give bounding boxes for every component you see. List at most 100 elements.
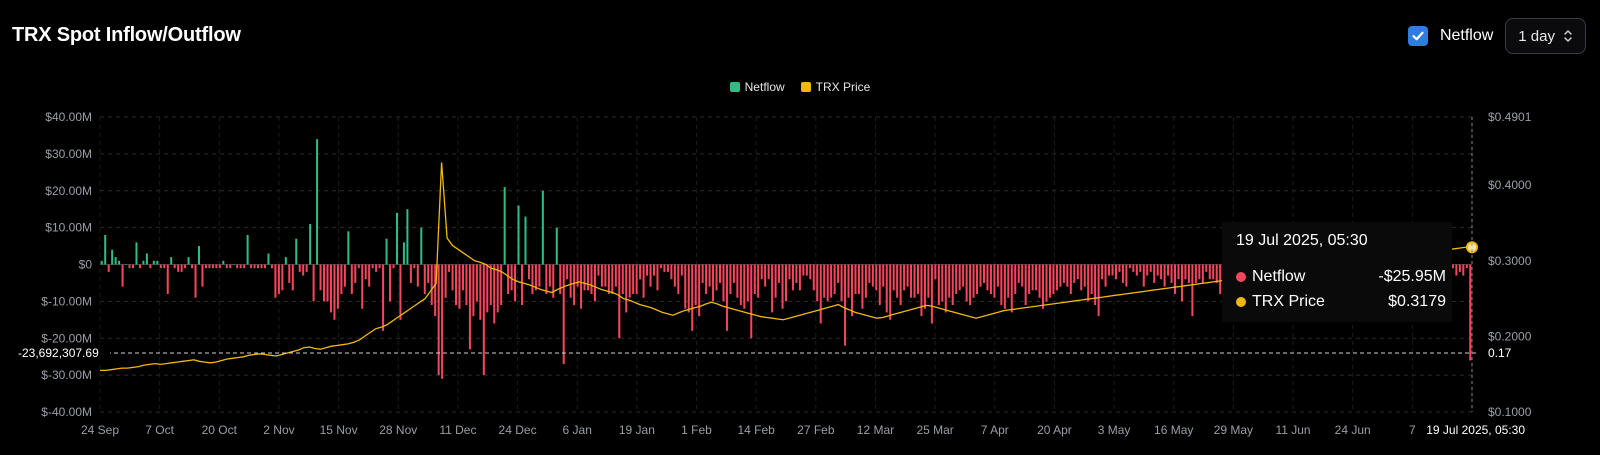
netflow-bar bbox=[969, 264, 972, 306]
netflow-bar bbox=[986, 264, 989, 291]
netflow-bar bbox=[802, 264, 805, 276]
netflow-bar bbox=[878, 264, 881, 306]
netflow-bar bbox=[593, 264, 596, 302]
netflow-bar bbox=[875, 264, 878, 291]
legend-item-price[interactable]: TRX Price bbox=[800, 80, 870, 94]
netflow-bar bbox=[1149, 264, 1152, 272]
netflow-bar bbox=[646, 264, 649, 276]
netflow-bar bbox=[944, 264, 947, 313]
netflow-bar bbox=[441, 264, 444, 379]
netflow-bar bbox=[698, 264, 701, 317]
interval-select[interactable]: 1 day bbox=[1505, 18, 1586, 54]
netflow-bar bbox=[1128, 264, 1131, 269]
tooltip-netflow-dot bbox=[1236, 272, 1246, 282]
netflow-bar bbox=[437, 264, 440, 376]
x-tick-label: 25 Mar bbox=[916, 423, 953, 437]
netflow-bar bbox=[743, 264, 746, 309]
netflow-bar bbox=[1031, 264, 1034, 291]
netflow-checkbox[interactable] bbox=[1407, 26, 1428, 46]
netflow-bar bbox=[361, 264, 364, 309]
netflow-bar bbox=[385, 238, 388, 265]
netflow-bar bbox=[889, 264, 892, 320]
netflow-bar bbox=[298, 264, 301, 272]
netflow-bar bbox=[416, 264, 419, 287]
netflow-bar bbox=[114, 257, 117, 265]
netflow-bar bbox=[628, 264, 631, 298]
netflow-bar bbox=[302, 264, 305, 276]
x-tick-label: 20 Oct bbox=[202, 423, 238, 437]
netflow-bar bbox=[371, 264, 374, 269]
netflow-bar bbox=[211, 264, 214, 269]
netflow-bar bbox=[916, 264, 919, 294]
netflow-bar bbox=[937, 264, 940, 306]
netflow-bar bbox=[656, 264, 659, 291]
netflow-bar bbox=[576, 264, 579, 287]
netflow-bar bbox=[597, 264, 600, 276]
netflow-bar bbox=[701, 264, 704, 283]
netflow-bar bbox=[548, 264, 551, 287]
netflow-bar bbox=[538, 264, 541, 287]
netflow-bar bbox=[277, 264, 280, 294]
netflow-bar bbox=[857, 264, 860, 294]
y-left-tick-label: $0 bbox=[79, 258, 93, 272]
netflow-bar bbox=[663, 264, 666, 272]
netflow-bar bbox=[423, 264, 426, 294]
x-tick-label: 24 Dec bbox=[499, 423, 537, 437]
netflow-bar bbox=[805, 264, 808, 276]
netflow-bar bbox=[135, 242, 138, 265]
netflow-bar bbox=[715, 264, 718, 291]
netflow-bar bbox=[1451, 264, 1454, 269]
netflow-bar bbox=[527, 264, 530, 280]
netflow-bar bbox=[201, 264, 204, 287]
netflow-bar bbox=[1066, 264, 1069, 287]
netflow-bar bbox=[920, 264, 923, 317]
netflow-bar bbox=[128, 264, 131, 269]
netflow-bar bbox=[892, 264, 895, 291]
netflow-bar bbox=[705, 264, 708, 294]
netflow-bar bbox=[232, 264, 235, 266]
netflow-bar bbox=[1111, 264, 1114, 276]
netflow-bar bbox=[1167, 264, 1170, 276]
netflow-toggle-label[interactable]: Netflow bbox=[1439, 27, 1494, 44]
netflow-bar bbox=[746, 264, 749, 302]
netflow-bar bbox=[402, 242, 405, 265]
netflow-bar bbox=[468, 264, 471, 350]
netflow-bar bbox=[1125, 264, 1128, 287]
netflow-bar bbox=[712, 264, 715, 302]
netflow-bar bbox=[962, 264, 965, 287]
legend-item-netflow[interactable]: Netflow bbox=[729, 80, 785, 94]
chevron-up-down-icon bbox=[1564, 30, 1572, 42]
netflow-bar bbox=[823, 264, 826, 298]
netflow-bar bbox=[833, 264, 836, 294]
netflow-bar bbox=[982, 264, 985, 283]
netflow-bar bbox=[125, 264, 128, 266]
netflow-bar bbox=[913, 264, 916, 298]
netflow-bar bbox=[194, 264, 197, 298]
netflow-bar bbox=[1090, 264, 1093, 294]
netflow-bar bbox=[1146, 264, 1149, 276]
netflow-bar bbox=[673, 264, 676, 287]
legend-swatch-netflow bbox=[729, 82, 740, 92]
netflow-bar bbox=[774, 264, 777, 298]
netflow-bar bbox=[722, 264, 725, 302]
x-tick-label: 7 Apr bbox=[981, 423, 1009, 437]
netflow-bar bbox=[718, 264, 722, 283]
netflow-bar bbox=[1139, 264, 1142, 272]
netflow-bar bbox=[486, 264, 489, 313]
y-left-tick-label: $10.00M bbox=[45, 221, 92, 235]
x-tick-label: 7 Oct bbox=[145, 423, 174, 437]
netflow-bar bbox=[284, 257, 287, 265]
netflow-bar bbox=[270, 264, 273, 269]
netflow-bar bbox=[170, 257, 173, 265]
netflow-bar bbox=[243, 264, 246, 269]
netflow-bar bbox=[1142, 264, 1145, 287]
netflow-bar bbox=[1455, 264, 1458, 276]
netflow-bar bbox=[521, 264, 524, 306]
netflow-bar bbox=[152, 260, 155, 265]
netflow-bar bbox=[1076, 264, 1079, 280]
netflow-bar bbox=[899, 264, 902, 306]
netflow-bar bbox=[118, 260, 121, 265]
netflow-bar bbox=[409, 264, 412, 283]
netflow-bar bbox=[1205, 264, 1208, 272]
